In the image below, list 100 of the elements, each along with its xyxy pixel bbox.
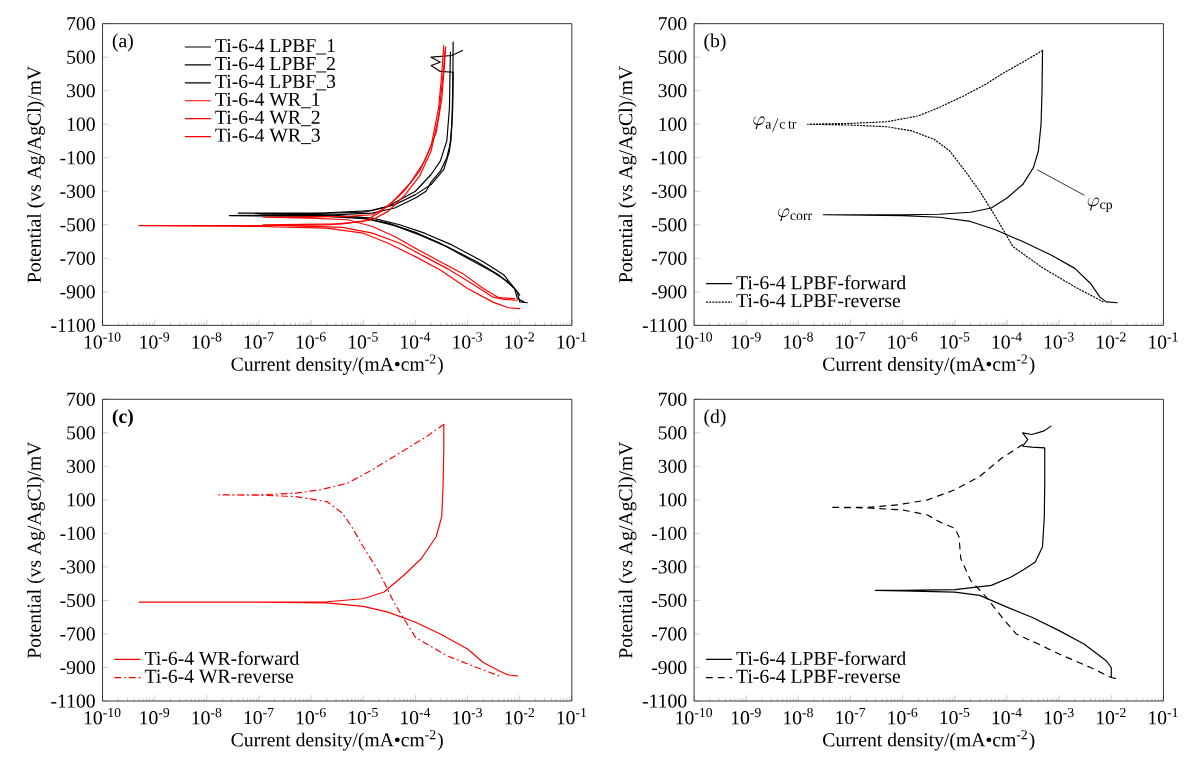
x-tick-label: 10$^{-3}$ (453, 707, 483, 725)
x-tick-label: 10$^{-7}$ (836, 332, 866, 349)
x-tick-label: 10$^{-9}$ (731, 707, 761, 725)
y-tick-label: -1100 (51, 318, 95, 332)
y-tick-label: -300 (60, 560, 95, 574)
x-tick-label: 10$^{-1}$ (1149, 332, 1178, 349)
y-tick-label: -500 (60, 593, 95, 608)
y-tick-label: -1100 (51, 694, 95, 708)
y-tick-label: -1100 (642, 318, 687, 332)
legend-label: Ti-6-4 LPBF-reverse (736, 294, 901, 308)
x-tick-label: 10$^{-9}$ (140, 707, 170, 725)
y-tick-label: 100 (67, 493, 95, 507)
x-tick-label: 10$^{-4}$ (992, 332, 1022, 349)
x-tick-label: 10$^{-9}$ (140, 332, 170, 349)
y-tick-label: 500 (658, 426, 687, 440)
y-tick-label: -900 (60, 285, 95, 299)
y-tick-label: -300 (651, 560, 687, 574)
y-tick-label: 300 (658, 84, 687, 98)
x-tick-label: 10$^{-3}$ (1044, 707, 1074, 725)
x-tick-label: 10$^{-8}$ (784, 332, 813, 349)
x-tick-label: 10$^{-3}$ (453, 332, 483, 349)
y-tick-label: -900 (651, 660, 687, 675)
x-tick-label: 10$^{-5}$ (940, 707, 970, 725)
x-tick-label: 10$^{-7}$ (244, 332, 274, 349)
annotation: $\varphi_{\mathrm{a/c\,tr}}$ (753, 116, 797, 132)
x-tick-label: 10$^{-2}$ (1096, 332, 1126, 349)
y-tick-label: -700 (651, 627, 687, 641)
x-tick-label: 10$^{-8}$ (784, 707, 813, 725)
x-tick-label: 10$^{-4}$ (401, 707, 431, 725)
legend-label: Ti-6-4 LPBF_1 (215, 38, 335, 55)
x-tick-label: 10$^{-4}$ (401, 332, 431, 349)
y-tick-label: -500 (651, 218, 687, 232)
annotation: (a) (112, 33, 133, 52)
y-tick-label: 300 (67, 84, 95, 98)
x-tick-label: 10$^{-6}$ (888, 707, 918, 725)
x-tick-label: 10$^{-5}$ (348, 707, 378, 725)
x-tick-label: 10$^{-7}$ (836, 707, 866, 725)
y-tick-label: -700 (60, 627, 95, 641)
y-axis-title: Potential (vs Ag/AgCl)/mV (618, 441, 637, 659)
legend-label: Ti-6-4 WR-reverse (144, 669, 294, 683)
x-axis-title: Current density/(mA•cm$^{-2}$) (823, 354, 1035, 375)
x-tick-label: 10$^{-3}$ (1044, 332, 1074, 349)
x-tick-label: 10$^{-10}$ (84, 332, 121, 349)
x-axis-title: Current density/(mA•cm$^{-2}$) (231, 730, 443, 751)
y-axis-title: Potential (vs Ag/AgCl)/mV (26, 66, 45, 283)
x-tick-label: 10$^{-10}$ (676, 332, 713, 349)
x-tick-label: 10$^{-4}$ (992, 707, 1022, 725)
y-axis-title: Potential (vs Ag/AgCl)/mV (26, 441, 45, 659)
x-tick-label: 10$^{-6}$ (296, 707, 326, 725)
y-tick-label: -100 (60, 526, 95, 540)
y-tick-label: -300 (651, 184, 687, 198)
y-tick-label: 500 (67, 426, 95, 440)
x-tick-label: 10$^{-5}$ (940, 332, 970, 349)
y-tick-label: -1100 (642, 694, 687, 708)
legend-label: Ti-6-4 LPBF_3 (215, 74, 336, 91)
y-tick-label: 500 (658, 50, 687, 64)
x-axis-title: Current density/(mA•cm$^{-2}$) (231, 354, 443, 375)
legend-label: Ti-6-4 WR_2 (215, 110, 320, 127)
y-tick-label: 700 (67, 392, 95, 406)
y-tick-label: -500 (651, 593, 687, 608)
annotation: (c) (112, 409, 133, 427)
y-tick-label: 100 (659, 493, 687, 507)
y-tick-label: -100 (60, 151, 95, 165)
x-tick-label: 10$^{-10}$ (676, 707, 713, 725)
x-tick-label: 10$^{-6}$ (888, 332, 918, 349)
legend-label: Ti-6-4 WR_3 (215, 128, 320, 145)
x-tick-label: 10$^{-1}$ (1149, 707, 1178, 725)
y-tick-label: 700 (67, 17, 95, 31)
legend-label: Ti-6-4 WR_1 (215, 92, 320, 109)
y-tick-label: -900 (651, 285, 687, 299)
legend-label: Ti-6-4 LPBF-forward (736, 275, 906, 290)
y-tick-label: -500 (60, 218, 95, 232)
y-tick-label: 700 (659, 17, 687, 31)
y-tick-label: -100 (651, 151, 687, 165)
x-tick-label: 10$^{-1}$ (557, 332, 587, 349)
x-tick-label: 10$^{-8}$ (192, 707, 222, 725)
x-tick-label: 10$^{-8}$ (192, 332, 222, 349)
y-axis-title: Potential (vs Ag/AgCl)/mV (618, 66, 637, 283)
x-tick-label: 10$^{-6}$ (296, 332, 326, 349)
legend-label: Ti-6-4 WR-forward (144, 650, 300, 666)
y-tick-label: 700 (659, 392, 687, 406)
y-tick-label: 500 (67, 50, 95, 64)
y-tick-label: -700 (60, 251, 95, 265)
legend-label: Ti-6-4 LPBF_2 (215, 56, 335, 73)
y-tick-label: -700 (651, 251, 687, 265)
y-tick-label: -300 (60, 184, 95, 198)
y-tick-label: 100 (659, 117, 687, 131)
y-tick-label: 300 (658, 459, 687, 473)
annotation: $\varphi_{\mathrm{corr}}$ (778, 208, 812, 222)
x-tick-label: 10$^{-2}$ (1096, 707, 1126, 725)
x-tick-label: 10$^{-5}$ (348, 332, 378, 349)
x-tick-label: 10$^{-9}$ (731, 332, 761, 349)
x-axis-title: Current density/(mA•cm$^{-2}$) (823, 730, 1035, 751)
y-tick-label: -900 (60, 660, 95, 675)
y-tick-label: 300 (67, 459, 95, 473)
legend-label: Ti-6-4 LPBF-reverse (736, 669, 901, 683)
annotation: (b) (704, 33, 726, 52)
x-tick-label: 10$^{-10}$ (84, 707, 121, 725)
x-tick-label: 10$^{-2}$ (505, 707, 534, 725)
annotation: $\varphi_{\mathrm{cp}}$ (1087, 197, 1113, 212)
